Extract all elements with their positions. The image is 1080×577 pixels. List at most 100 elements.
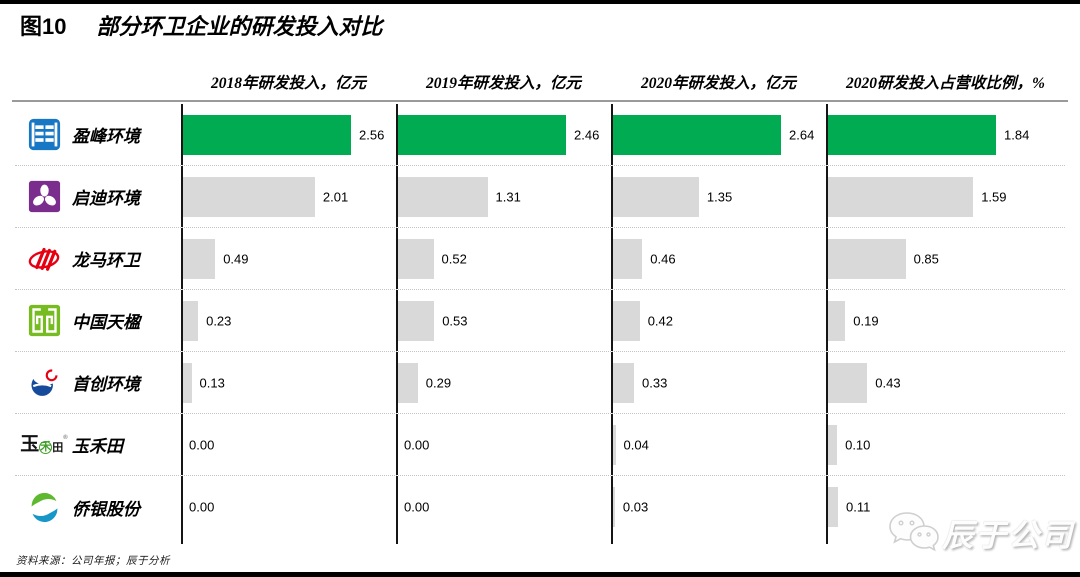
wechat-icon xyxy=(886,509,940,555)
bar-panel: 0.85 xyxy=(826,228,1065,289)
bar xyxy=(613,114,781,155)
company-row: 侨银股份 0.00 0.00 0.03 0.11 xyxy=(15,476,1065,538)
company-label: 侨银股份 xyxy=(15,476,181,538)
bar-value: 0.52 xyxy=(441,251,467,266)
bar xyxy=(183,114,351,155)
company-name: 启迪环境 xyxy=(72,189,140,208)
bar xyxy=(613,487,615,527)
qiaoyin-logo-icon xyxy=(27,490,61,524)
bar-value: 0.33 xyxy=(642,375,668,390)
bar-value: 0.43 xyxy=(875,375,901,390)
yingfeng-logo-icon xyxy=(27,118,61,152)
bar-value: 0.53 xyxy=(442,313,468,328)
bar xyxy=(613,238,643,279)
bar-panel: 0.13 xyxy=(181,352,396,413)
bar-panel: 2.56 xyxy=(181,104,396,165)
company-name: 盈峰环境 xyxy=(72,127,140,146)
bar xyxy=(398,238,434,279)
bar-panel: 0.00 xyxy=(181,476,396,538)
bar xyxy=(828,300,846,341)
bar-panel: 2.64 xyxy=(611,104,826,165)
bar-value: 0.00 xyxy=(189,499,215,515)
bar-value: 2.46 xyxy=(574,127,600,142)
bar-value: 1.84 xyxy=(1004,127,1030,142)
header-spacer xyxy=(15,93,181,98)
bar xyxy=(183,238,216,279)
company-label: 龙马环卫 xyxy=(15,228,181,289)
bar xyxy=(828,176,974,217)
bar xyxy=(398,362,418,403)
bar-panel: 0.46 xyxy=(611,228,826,289)
bar-panel: 1.59 xyxy=(826,166,1065,227)
panel-headers: 2018年研发投入，亿元 2019年研发投入，亿元 2020年研发投入，亿元 2… xyxy=(15,64,1065,98)
bar xyxy=(613,424,616,465)
bar-value: 0.04 xyxy=(623,437,649,452)
company-row: 首创环境 0.13 0.29 0.33 0.43 xyxy=(15,352,1065,414)
axis-tail xyxy=(15,538,1065,544)
bar xyxy=(398,176,488,217)
bar xyxy=(828,114,996,155)
company-label: 启迪环境 xyxy=(15,166,181,227)
bar-value: 1.31 xyxy=(495,189,521,204)
bar-panel: 0.23 xyxy=(181,290,396,351)
bar-value: 0.42 xyxy=(647,313,673,328)
page-title: 部分环卫企业的研发投入对比 xyxy=(96,14,383,39)
bar xyxy=(183,176,315,217)
bar-value: 0.00 xyxy=(189,437,215,452)
bar xyxy=(398,114,566,155)
bar-panel: 0.04 xyxy=(611,414,826,475)
bar-panel: 0.03 xyxy=(611,476,826,538)
bar-panel: 2.46 xyxy=(396,104,611,165)
bar xyxy=(613,362,634,403)
bar-panel: 0.10 xyxy=(826,414,1065,475)
bar-panel: 1.84 xyxy=(826,104,1065,165)
bar-panel: 1.35 xyxy=(611,166,826,227)
bar-value: 2.01 xyxy=(322,189,349,204)
panel-header-2019: 2019年研发投入，亿元 xyxy=(425,75,581,92)
bar xyxy=(183,300,199,341)
tianying-logo-icon xyxy=(27,304,61,338)
shouchuang-logo-icon xyxy=(27,366,61,400)
bar xyxy=(183,362,192,403)
bar-panel: 0.53 xyxy=(396,290,611,351)
bar-value: 0.49 xyxy=(223,251,249,266)
top-border-bar xyxy=(0,0,1080,4)
bar-panel: 0.00 xyxy=(181,414,396,475)
bar-panel: 0.29 xyxy=(396,352,611,413)
company-label: 盈峰环境 xyxy=(15,104,181,165)
longma-logo-icon xyxy=(27,242,61,276)
bar-value: 0.03 xyxy=(622,499,649,515)
bar-panel: 0.19 xyxy=(826,290,1065,351)
company-label: 首创环境 xyxy=(15,352,181,413)
yuhetian-logo-icon: 玉禾田 ® xyxy=(20,434,68,455)
bar xyxy=(828,424,838,465)
company-label: 玉禾田 ® 玉禾田 xyxy=(15,414,181,475)
bar-panel: 0.49 xyxy=(181,228,396,289)
bar-value: 0.13 xyxy=(199,375,225,390)
bar xyxy=(398,300,435,341)
bar xyxy=(828,238,906,279)
bar xyxy=(613,300,640,341)
figure-title-block: 图10 部分环卫企业的研发投入对比 xyxy=(20,9,383,41)
bar-value: 0.19 xyxy=(853,313,879,328)
bar-panel: 0.52 xyxy=(396,228,611,289)
bar-panel: 0.00 xyxy=(396,476,611,538)
company-label: 中国天楹 xyxy=(15,290,181,351)
bar-value: 2.64 xyxy=(789,127,815,142)
panel-header-2018: 2018年研发投入，亿元 xyxy=(210,75,366,92)
company-row: 龙马环卫 0.49 0.52 0.46 0.85 xyxy=(15,228,1065,290)
bar-panel: 0.00 xyxy=(396,414,611,475)
bar-panel: 0.11 xyxy=(826,476,1065,538)
bottom-border-bar xyxy=(0,572,1080,577)
bar-panel: 1.31 xyxy=(396,166,611,227)
bar-value: 0.10 xyxy=(845,437,871,452)
company-name: 龙马环卫 xyxy=(72,251,140,270)
bar-value: 0.85 xyxy=(913,251,939,266)
panel-header-2020: 2020年研发投入，亿元 xyxy=(640,75,796,92)
company-name: 首创环境 xyxy=(72,375,140,394)
bar-value: 0.29 xyxy=(425,375,452,390)
company-row: 玉禾田 ® 玉禾田 0.00 0.00 0.04 0.10 xyxy=(15,414,1065,476)
bar xyxy=(828,487,838,527)
bar-value: 0.46 xyxy=(650,251,676,266)
